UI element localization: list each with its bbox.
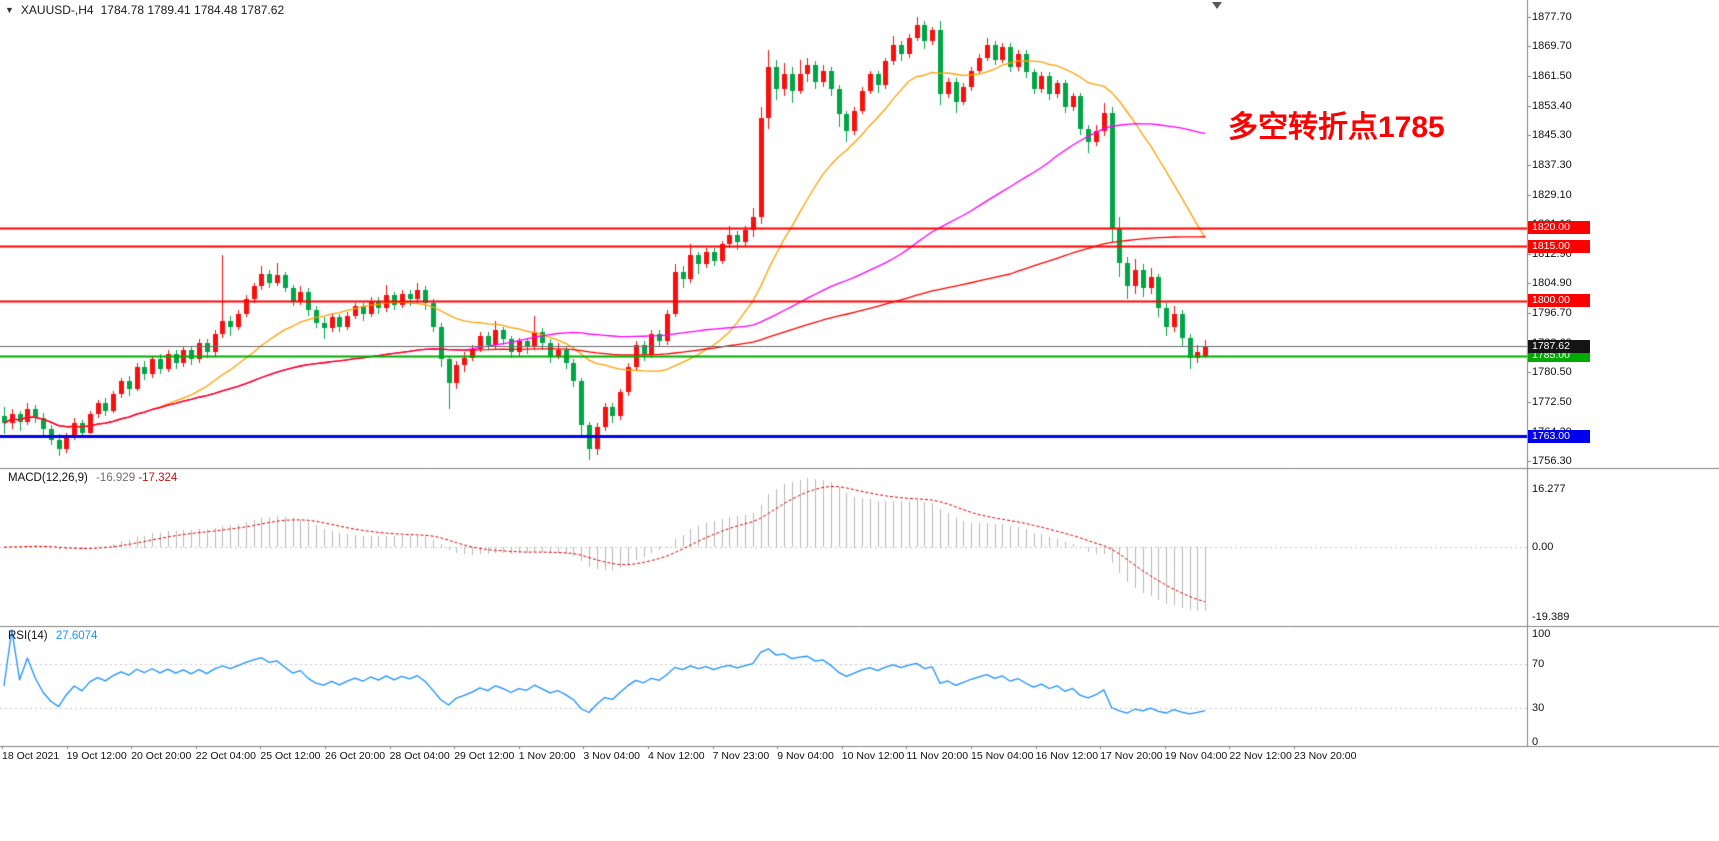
time-axis-label: 26 Oct 20:00 [325,750,386,762]
chart-title: ▼ XAUUSD-,H4 1784.78 1789.41 1784.48 178… [5,3,284,17]
price-tick-label: 1869.70 [1532,40,1572,53]
time-axis-label: 23 Nov 20:00 [1294,750,1357,762]
price-tick-label: 1804.90 [1532,277,1572,290]
time-axis-label: 19 Oct 12:00 [66,750,127,762]
time-axis-label: 25 Oct 12:00 [260,750,321,762]
macd-axis-label: -19.389 [1532,610,1570,623]
macd-indicator-pane[interactable] [0,468,1527,626]
rsi-axis-label: 100 [1532,628,1551,640]
price-tick-label: 1877.70 [1532,10,1572,23]
rsi-label: RSI(14) [8,630,48,642]
symbol-period-label: XAUUSD-,H4 [20,3,94,17]
macd-main-value: -16.929 [96,472,136,484]
price-level-badge: 1815.00 [1528,239,1590,253]
price-tick-label: 1772.50 [1532,395,1572,408]
time-axis-label: 11 Nov 20:00 [906,750,969,762]
time-axis-label: 3 Nov 04:00 [583,750,641,762]
rsi-axis-label: 30 [1532,702,1545,715]
main-price-pane[interactable] [0,0,1527,468]
current-price-badge: 1787.62 [1528,339,1590,353]
price-tick-label: 1861.50 [1532,70,1572,83]
time-axis-label: 4 Nov 12:00 [648,750,705,762]
time-axis-label: 1 Nov 20:00 [518,750,576,762]
time-axis-label: 9 Nov 04:00 [777,750,834,762]
price-tick-label: 1796.70 [1532,307,1572,320]
rsi-indicator-pane[interactable] [0,626,1527,746]
price-level-badge: 1800.00 [1528,294,1590,308]
macd-axis-label: 16.277 [1532,482,1566,495]
time-axis-label: 17 Nov 20:00 [1100,750,1163,762]
time-axis-label: 22 Oct 04:00 [195,750,256,762]
macd-indicator-label: MACD(12,26,9) -16.929 -17.324 [8,472,177,484]
time-axis-label: 20 Oct 20:00 [131,750,192,762]
price-tick-label: 1829.10 [1532,188,1572,201]
rsi-axis-label: 70 [1532,657,1545,670]
price-tick-label: 1853.40 [1532,99,1572,112]
price-level-badge: 1763.00 [1528,429,1590,443]
rsi-value: 27.6074 [55,630,98,642]
time-axis-label: 10 Nov 12:00 [841,750,905,762]
price-level-badge: 1820.00 [1528,221,1590,235]
rsi-indicator-label: RSI(14) 27.6074 [8,630,97,642]
price-tick-label: 1780.50 [1532,366,1572,379]
annotation-text: 多空转折点1785 [1228,111,1445,144]
time-axis-label: 22 Nov 12:00 [1229,750,1292,762]
time-axis[interactable]: 18 Oct 2021 19 Oct 12:00 20 Oct 20:00 22 Oc… [0,746,1719,768]
price-tick-label: 1756.30 [1532,454,1572,467]
price-axis[interactable]: 1877.70 1869.70 1861.50 1853.40 1845.30 1837.… [1527,0,1602,748]
time-axis-label: 15 Nov 04:00 [971,750,1034,762]
time-axis-label: 28 Oct 04:00 [389,750,450,762]
ohlc-values: 1784.78 1789.41 1784.48 1787.62 [100,3,285,17]
time-axis-label: 16 Nov 12:00 [1035,750,1099,762]
symbol-dropdown-icon[interactable]: ▼ [5,5,14,15]
macd-label: MACD(12,26,9) [8,472,88,484]
time-axis-label: 29 Oct 12:00 [454,750,515,762]
chart-shift-marker-icon[interactable] [1212,2,1222,9]
time-axis-label: 18 Oct 2021 [2,750,60,762]
macd-signal-value: -17.324 [138,472,178,484]
macd-axis-label: 0.00 [1532,541,1554,554]
price-tick-label: 1845.30 [1532,129,1572,142]
rsi-axis-label: 0 [1532,736,1539,748]
time-axis-label: 7 Nov 23:00 [712,750,770,762]
price-tick-label: 1837.30 [1532,158,1572,171]
time-axis-label: 19 Nov 04:00 [1164,750,1228,762]
